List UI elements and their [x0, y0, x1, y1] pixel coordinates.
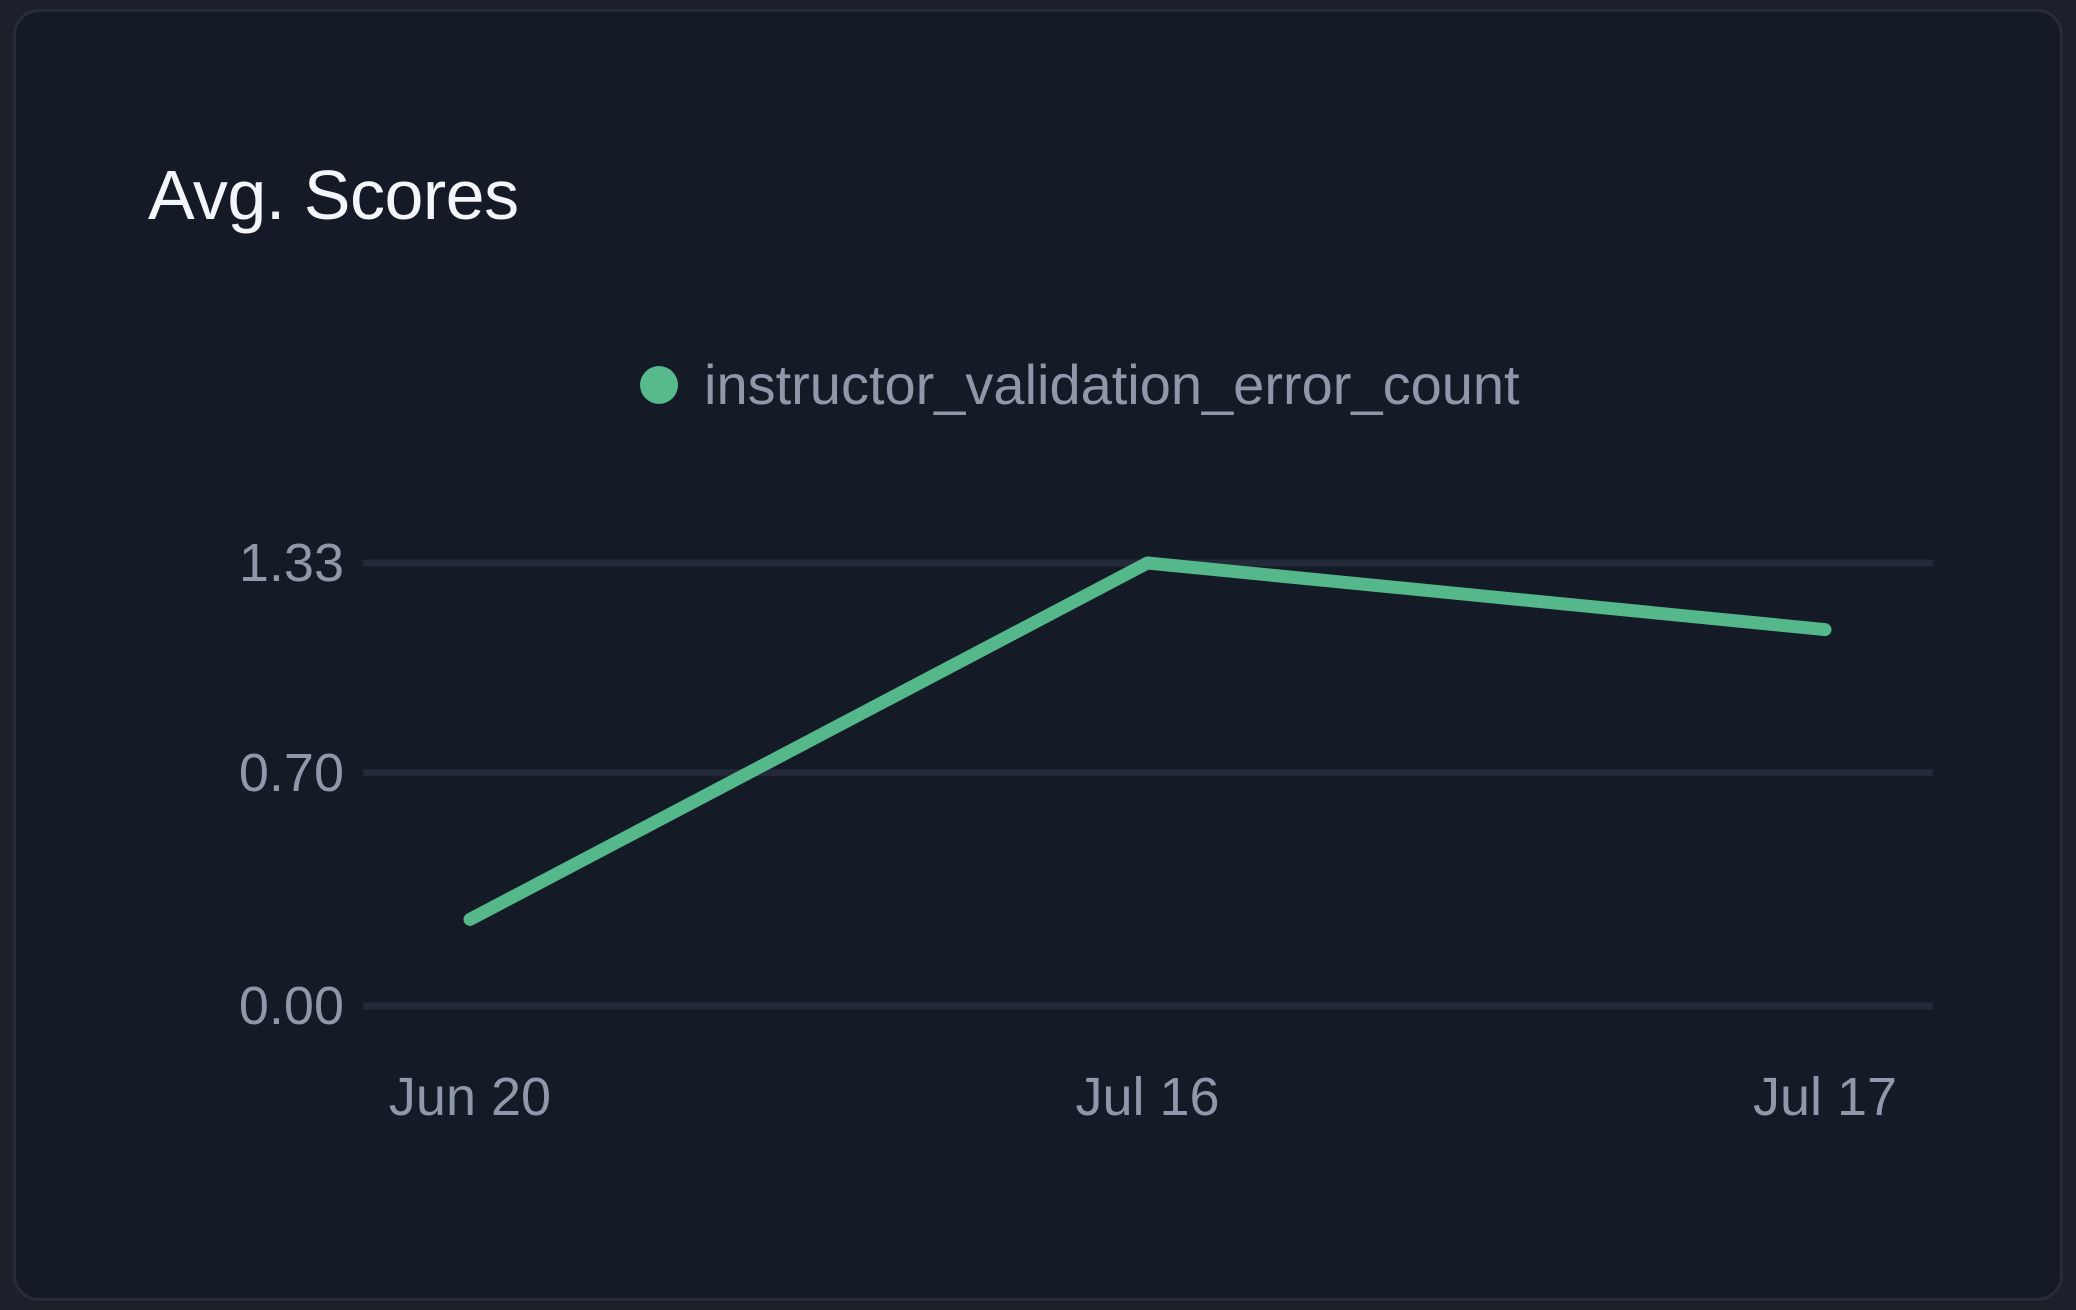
y-axis-tick-label: 1.33: [238, 533, 344, 593]
chart-svg: [363, 556, 1933, 1010]
legend-item-instructor-validation-error-count[interactable]: instructor_validation_error_count: [640, 357, 1520, 413]
x-axis-tick-label: Jul 16: [1075, 1067, 1220, 1127]
legend-dot-icon: [640, 366, 678, 404]
chart-legend: instructor_validation_error_count: [640, 357, 1520, 413]
avg-scores-chart-card: Avg. Scores instructor_validation_error_…: [13, 9, 2063, 1301]
x-axis: Jun 20 Jul 16 Jul 17: [16, 12, 2066, 1304]
y-axis: 1.33 0.70 0.00: [112, 12, 344, 1304]
y-axis-tick-label: 0.70: [238, 742, 344, 803]
x-axis-tick-label: Jun 20: [388, 1067, 552, 1127]
line-path: [463, 556, 1832, 926]
y-axis-tick-label: 0.00: [238, 976, 344, 1036]
chart-plot-area: [16, 12, 2066, 1304]
legend-item-label: instructor_validation_error_count: [704, 353, 1520, 416]
page-title: Avg. Scores: [148, 156, 519, 234]
series-instructor-validation-error-count: [463, 556, 1832, 926]
x-axis-tick-label: Jul 17: [1752, 1067, 1898, 1127]
